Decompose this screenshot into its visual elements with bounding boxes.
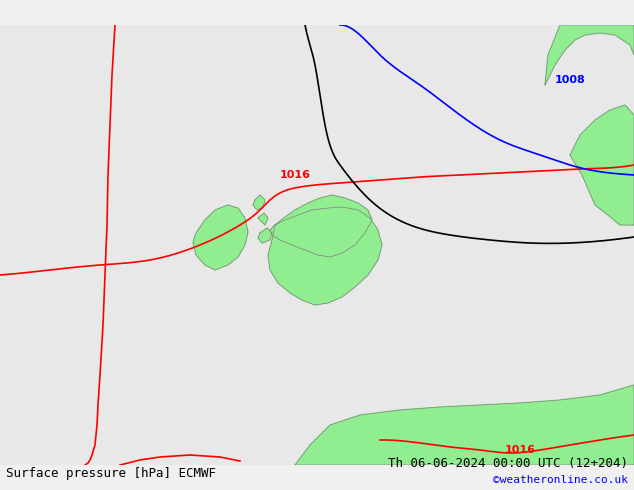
Text: Th 06-06-2024 00:00 UTC (12+204): Th 06-06-2024 00:00 UTC (12+204) <box>387 457 628 470</box>
Text: Surface pressure [hPa] ECMWF: Surface pressure [hPa] ECMWF <box>6 467 216 480</box>
Polygon shape <box>253 195 265 210</box>
Text: 1016: 1016 <box>505 445 536 455</box>
Text: ©weatheronline.co.uk: ©weatheronline.co.uk <box>493 475 628 485</box>
Text: 1016: 1016 <box>280 170 311 180</box>
Polygon shape <box>545 25 634 85</box>
Polygon shape <box>570 105 634 225</box>
Polygon shape <box>295 385 634 465</box>
Polygon shape <box>258 228 272 243</box>
Polygon shape <box>268 207 382 305</box>
Text: 1008: 1008 <box>555 75 586 85</box>
Polygon shape <box>193 205 248 270</box>
Polygon shape <box>270 195 372 257</box>
Polygon shape <box>258 213 268 225</box>
